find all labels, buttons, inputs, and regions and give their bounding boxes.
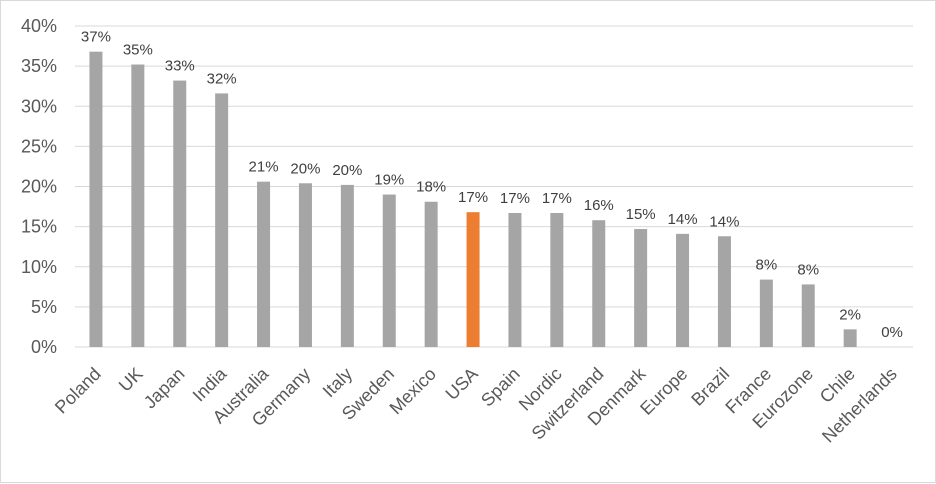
bar-italy <box>340 184 354 347</box>
y-tick-label: 5% <box>31 297 57 317</box>
data-label: 14% <box>709 213 739 230</box>
bar-uk <box>131 64 145 347</box>
x-category-label: Japan <box>140 364 189 413</box>
y-tick-label: 25% <box>21 136 57 156</box>
y-tick-label: 35% <box>21 56 57 76</box>
bar-brazil <box>717 236 731 347</box>
bar-switzerland <box>592 220 606 347</box>
bar-sweden <box>382 194 396 347</box>
data-label: 14% <box>668 211 698 228</box>
bar-denmark <box>634 229 648 347</box>
x-category-label: Mexico <box>386 364 440 418</box>
data-label: 33% <box>165 58 195 75</box>
bars <box>89 51 857 348</box>
bar-germany <box>298 183 312 347</box>
x-category-label: Italy <box>319 364 356 401</box>
bar-usa <box>466 212 480 347</box>
data-label: 19% <box>374 172 404 189</box>
bar-nordic <box>550 212 564 347</box>
bar-poland <box>89 51 103 348</box>
data-labels: 37% 35% 33% 32% 21% 20% 20% 19% 18% 17% 17% 17% 16% 1… <box>81 29 903 341</box>
y-axis-ticks: 0% 5% 10% 15% 20% 25% 30% 35% 40% <box>21 16 57 357</box>
bar-japan <box>173 80 187 347</box>
x-category-label: Europe <box>636 364 691 419</box>
data-label: 18% <box>416 179 446 196</box>
bar-mexico <box>424 201 438 347</box>
data-label: 15% <box>626 206 656 223</box>
x-category-label: UK <box>115 364 147 396</box>
bar-chile <box>843 329 857 347</box>
bar-europe <box>676 233 690 347</box>
y-tick-label: 40% <box>21 16 57 36</box>
y-tick-label: 15% <box>21 217 57 237</box>
x-category-label: USA <box>442 364 482 404</box>
y-tick-label: 20% <box>21 177 57 197</box>
data-label: 17% <box>458 189 488 206</box>
bar-spain <box>508 212 522 347</box>
x-category-label: Poland <box>51 364 105 418</box>
bar-australia <box>257 181 271 347</box>
gridlines <box>75 25 913 348</box>
data-label: 37% <box>81 29 111 46</box>
bar-france <box>759 279 773 347</box>
data-label: 35% <box>123 42 153 59</box>
data-label: 8% <box>756 257 778 274</box>
y-tick-label: 10% <box>21 257 57 277</box>
bar-eurozone <box>801 284 815 347</box>
y-tick-label: 0% <box>31 337 57 357</box>
data-label: 8% <box>797 261 819 278</box>
bar-india <box>215 93 229 347</box>
data-label: 16% <box>584 197 614 214</box>
y-tick-label: 30% <box>21 96 57 116</box>
data-label: 32% <box>207 70 237 87</box>
data-label: 21% <box>249 159 279 176</box>
data-label: 0% <box>881 324 903 341</box>
data-label: 20% <box>332 162 362 179</box>
data-label: 17% <box>500 190 530 207</box>
data-label: 17% <box>542 190 572 207</box>
data-label: 2% <box>839 306 861 323</box>
data-label: 20% <box>290 160 320 177</box>
